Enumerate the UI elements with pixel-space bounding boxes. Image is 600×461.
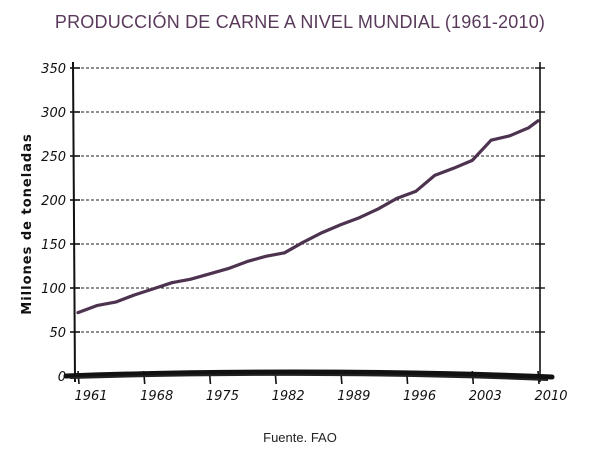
data-point <box>301 240 305 244</box>
source-note: Fuente. FAO <box>263 430 337 445</box>
data-point <box>245 260 249 263</box>
series-group <box>76 119 540 315</box>
data-point <box>170 281 174 285</box>
y-tick-label: 200 <box>41 194 66 209</box>
y-tick-label: 50 <box>49 326 66 341</box>
data-point <box>114 300 117 304</box>
x-axis-line-shadow <box>69 373 549 381</box>
y-tick-labels: 0 50 100 150 200 250 300 350 <box>41 62 66 385</box>
data-point <box>226 267 230 271</box>
data-point <box>95 304 99 307</box>
y-tick-label: 0 <box>58 370 66 385</box>
x-tick-label: 1975 <box>206 389 239 404</box>
data-point <box>151 287 155 291</box>
data-point <box>132 293 136 297</box>
data-point <box>189 277 193 281</box>
data-point <box>470 159 474 162</box>
data-point <box>339 223 343 227</box>
y-axis-line <box>72 61 76 383</box>
data-point <box>508 134 512 138</box>
gridlines <box>70 67 545 385</box>
y-tick-label: 150 <box>41 238 66 253</box>
data-point <box>283 251 286 255</box>
y-tick-label: 300 <box>41 106 66 121</box>
data-point <box>358 216 362 220</box>
x-axis-line <box>63 369 555 380</box>
x-tick-label: 2003 <box>469 389 502 404</box>
data-point <box>264 254 268 258</box>
data-point <box>536 119 540 123</box>
x-tick-label: 1968 <box>140 389 173 404</box>
x-tick-label: 2010 <box>534 389 567 404</box>
y-tick-label: 250 <box>41 150 66 165</box>
chart-title: PRODUCCIÓN DE CARNE A NIVEL MUNDIAL (196… <box>54 12 546 32</box>
axes <box>63 61 555 383</box>
x-tick-label: 1961 <box>74 389 107 404</box>
y-tick-label: 100 <box>41 282 66 297</box>
data-point <box>489 138 493 142</box>
data-point <box>414 189 418 193</box>
x-tick-label: 1996 <box>403 389 436 404</box>
data-point <box>433 173 437 177</box>
data-point <box>76 311 80 315</box>
x-tick-labels: 1961 1968 1975 1982 1989 1996 2003 2010 <box>74 389 567 404</box>
y-axis-label: Millones de toneladas <box>20 133 35 314</box>
data-point <box>395 196 399 200</box>
x-tick-label: 1982 <box>272 389 305 404</box>
y-tick-label: 350 <box>41 62 66 77</box>
data-point <box>527 126 531 130</box>
series-line <box>76 119 540 315</box>
data-point <box>452 166 455 170</box>
data-point <box>208 272 211 276</box>
x-tick-label: 1989 <box>337 389 370 404</box>
data-point <box>377 207 380 211</box>
data-point <box>320 231 324 234</box>
